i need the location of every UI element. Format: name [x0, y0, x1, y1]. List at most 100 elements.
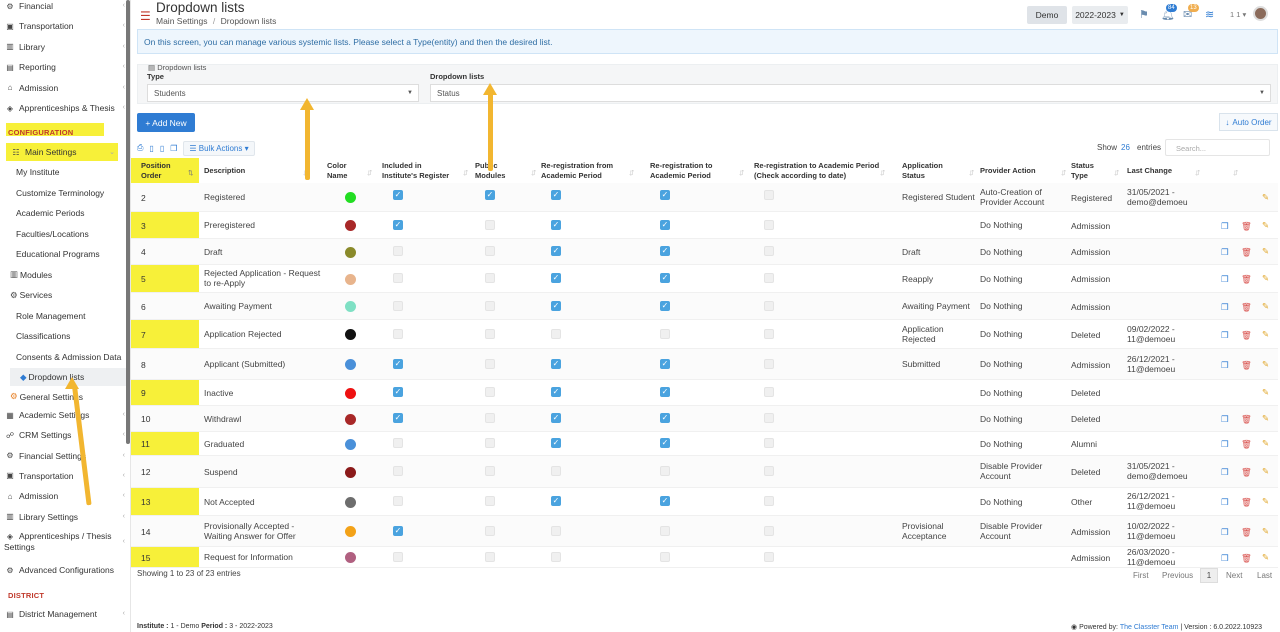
envelope-icon[interactable]: ✉ — [1183, 9, 1193, 21]
copy-icon[interactable]: ❐ — [170, 143, 178, 153]
export-excel-icon[interactable]: ▯ — [159, 143, 165, 153]
rereg-from-checkbox[interactable]: ✓ — [551, 219, 561, 230]
delete-row-icon[interactable]: 🗑︎ — [1241, 301, 1252, 312]
sidebar-item-reporting[interactable]: ▤ Reporting ‹ — [0, 58, 128, 76]
type-select[interactable]: Students ▼ — [147, 84, 419, 102]
copy-row-icon[interactable]: ❐ — [1221, 552, 1229, 563]
column-header-rereg-from[interactable]: Re-registration from Academic Period — [541, 161, 613, 181]
delete-row-icon[interactable]: 🗑︎ — [1241, 220, 1252, 231]
public-modules-checkbox[interactable]: ✓ — [485, 189, 495, 200]
add-new-button[interactable]: + Add New — [137, 113, 195, 132]
rereg-from-checkbox[interactable]: ✓ — [551, 413, 561, 423]
flag-icon[interactable]: ⚑ — [1139, 9, 1149, 21]
rereg-to-checkbox[interactable]: ✓ — [660, 387, 670, 397]
table-row[interactable]: 13 Not Accepted ✓ ✓ Do Nothing Other 26/12/202… — [131, 488, 1278, 516]
demo-button[interactable]: Demo — [1027, 6, 1067, 24]
sidebar-item-library-settings[interactable]: ▥ Library Settings ‹ — [0, 508, 128, 526]
pager-last[interactable]: Last — [1257, 571, 1273, 580]
sidebar-item-transportation[interactable]: ▣ Transportation ‹ — [0, 467, 128, 485]
sidebar-subitem-my-institute[interactable]: My Institute — [0, 163, 128, 181]
rereg-from-checkbox[interactable] — [551, 551, 561, 562]
table-row[interactable]: 10 Withdrawl ✓ ✓ ✓ Do Nothing Deleted ❐ 🗑︎ ✎ — [131, 406, 1278, 432]
edit-row-icon[interactable]: ✎ — [1262, 191, 1270, 202]
delete-row-icon[interactable]: 🗑︎ — [1241, 526, 1252, 537]
rereg-check-date-checkbox[interactable] — [764, 496, 774, 506]
sidebar-subitem-modules[interactable]: ▥ Modules — [0, 266, 128, 284]
rereg-from-checkbox[interactable] — [551, 466, 561, 476]
edit-row-icon[interactable]: ✎ — [1262, 551, 1270, 562]
included-checkbox[interactable]: ✓ — [393, 219, 403, 230]
sidebar-subitem-services[interactable]: ⚙ Services — [0, 286, 128, 304]
sidebar-item-apprenticeships-thesis[interactable]: ◈ Apprenticeships & Thesis ‹ — [0, 99, 128, 117]
sort-icon[interactable]: ⇵ — [739, 170, 745, 177]
column-header-last-change[interactable]: Last Change — [1127, 166, 1172, 176]
copy-row-icon[interactable]: ❐ — [1221, 497, 1229, 507]
rereg-to-checkbox[interactable]: ✓ — [660, 358, 670, 369]
sort-icon[interactable]: ⇵ — [880, 170, 886, 177]
delete-row-icon[interactable]: 🗑︎ — [1241, 247, 1252, 257]
public-modules-checkbox[interactable] — [485, 525, 495, 536]
rereg-check-date-checkbox[interactable] — [764, 246, 774, 256]
delete-row-icon[interactable]: 🗑︎ — [1241, 439, 1252, 449]
sidebar-subitem-general-settings[interactable]: ⚙ General Settings — [0, 388, 128, 406]
rereg-to-checkbox[interactable] — [660, 466, 670, 476]
delete-row-icon[interactable]: 🗑︎ — [1241, 274, 1252, 284]
rereg-check-date-checkbox[interactable] — [764, 387, 774, 397]
rereg-check-date-checkbox[interactable] — [764, 328, 774, 339]
edit-row-icon[interactable]: ✎ — [1262, 358, 1270, 369]
sort-icon[interactable]: ⇵ — [367, 170, 373, 177]
table-row[interactable]: 7 Application Rejected Application Rejected… — [131, 320, 1278, 349]
rereg-check-date-checkbox[interactable] — [764, 300, 774, 311]
rereg-check-date-checkbox[interactable] — [764, 189, 774, 200]
copy-row-icon[interactable]: ❐ — [1221, 247, 1229, 257]
included-checkbox[interactable] — [393, 551, 403, 562]
pager-current-page[interactable]: 1 — [1200, 568, 1218, 583]
page-size-select[interactable]: 26 — [1121, 143, 1130, 152]
included-checkbox[interactable] — [393, 300, 403, 311]
included-checkbox[interactable] — [393, 328, 403, 339]
column-header-included[interactable]: Included in Institute's Register — [382, 161, 449, 181]
public-modules-checkbox[interactable] — [485, 358, 495, 369]
rereg-check-date-checkbox[interactable] — [764, 219, 774, 230]
sort-icon[interactable]: ⇵ — [1233, 170, 1239, 177]
avatar[interactable] — [1253, 6, 1268, 21]
rereg-check-date-checkbox[interactable] — [764, 358, 774, 369]
edit-row-icon[interactable]: ✎ — [1262, 438, 1270, 448]
edit-row-icon[interactable]: ✎ — [1262, 496, 1270, 506]
copy-row-icon[interactable]: ❐ — [1221, 274, 1229, 284]
column-header-description[interactable]: Description — [204, 166, 245, 176]
delete-row-icon[interactable]: 🗑︎ — [1241, 497, 1252, 507]
edit-row-icon[interactable]: ✎ — [1262, 413, 1270, 423]
sidebar-item-financial[interactable]: ⚙ Financial ‹ — [0, 0, 128, 15]
sidebar-subitem-academic-periods[interactable]: Academic Periods — [0, 204, 128, 222]
rereg-to-checkbox[interactable]: ✓ — [660, 219, 670, 230]
rereg-from-checkbox[interactable] — [551, 525, 561, 536]
edit-row-icon[interactable]: ✎ — [1262, 387, 1270, 397]
sidebar-item-transportation[interactable]: ▣ Transportation ‹ — [0, 17, 128, 35]
delete-row-icon[interactable]: 🗑︎ — [1241, 359, 1252, 370]
rereg-check-date-checkbox[interactable] — [764, 466, 774, 476]
print-icon[interactable]: ⎙ — [137, 143, 144, 152]
copy-row-icon[interactable]: ❐ — [1221, 467, 1229, 477]
rereg-to-checkbox[interactable]: ✓ — [660, 273, 670, 283]
pager-next[interactable]: Next — [1226, 571, 1243, 580]
column-header-public[interactable]: Public Modules — [475, 161, 505, 181]
academic-year-select[interactable]: 2022-2023 ▼ — [1072, 6, 1128, 24]
column-header-rereg-to[interactable]: Re-registration to Academic Period — [650, 161, 713, 181]
pager-first[interactable]: First — [1133, 571, 1149, 580]
table-row[interactable]: 8 Applicant (Submitted) ✓ ✓ ✓ Submitted Do Not… — [131, 349, 1278, 380]
rereg-to-checkbox[interactable]: ✓ — [660, 189, 670, 200]
column-header-app-status[interactable]: Application Status — [902, 161, 943, 181]
table-row[interactable]: 9 Inactive ✓ ✓ ✓ Do Nothing Deleted ✎ — [131, 380, 1278, 406]
included-checkbox[interactable] — [393, 246, 403, 256]
delete-row-icon[interactable]: 🗑︎ — [1241, 329, 1252, 340]
layers-icon[interactable]: ≋ — [1205, 9, 1215, 21]
copy-row-icon[interactable]: ❐ — [1221, 439, 1229, 449]
table-row[interactable]: 12 Suspend Disable Provider Account Deleted 3… — [131, 456, 1278, 488]
rereg-check-date-checkbox[interactable] — [764, 273, 774, 283]
edit-row-icon[interactable]: ✎ — [1262, 300, 1270, 311]
rereg-to-checkbox[interactable]: ✓ — [660, 438, 670, 448]
rereg-from-checkbox[interactable]: ✓ — [551, 387, 561, 397]
edit-row-icon[interactable]: ✎ — [1262, 219, 1270, 230]
public-modules-checkbox[interactable] — [485, 246, 495, 256]
